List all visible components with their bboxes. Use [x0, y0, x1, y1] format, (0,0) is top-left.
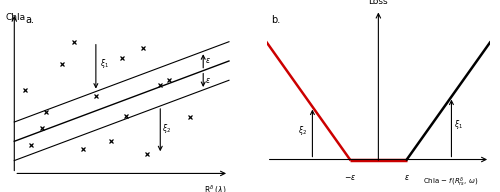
Text: $-\varepsilon$: $-\varepsilon$: [344, 173, 356, 182]
Text: $\xi_2$: $\xi_2$: [162, 122, 172, 135]
Text: Chla $-$ $f$($R^{\delta}_{rs}$, $\omega$): Chla $-$ $f$($R^{\delta}_{rs}$, $\omega$…: [422, 176, 478, 189]
Text: a.: a.: [26, 15, 35, 25]
Text: $\varepsilon$: $\varepsilon$: [404, 173, 409, 182]
Text: $\varepsilon$: $\varepsilon$: [206, 76, 211, 85]
Text: Chla: Chla: [6, 13, 25, 22]
Text: $\xi_1$: $\xi_1$: [100, 57, 110, 70]
Text: $\xi_2$: $\xi_2$: [298, 124, 308, 137]
Text: Loss: Loss: [368, 0, 388, 6]
Text: b.: b.: [271, 15, 280, 25]
Text: R$^{\delta}_{rs}$($\lambda$): R$^{\delta}_{rs}$($\lambda$): [204, 183, 227, 192]
Text: $\varepsilon$: $\varepsilon$: [206, 56, 211, 65]
Text: $\xi_1$: $\xi_1$: [454, 118, 464, 132]
